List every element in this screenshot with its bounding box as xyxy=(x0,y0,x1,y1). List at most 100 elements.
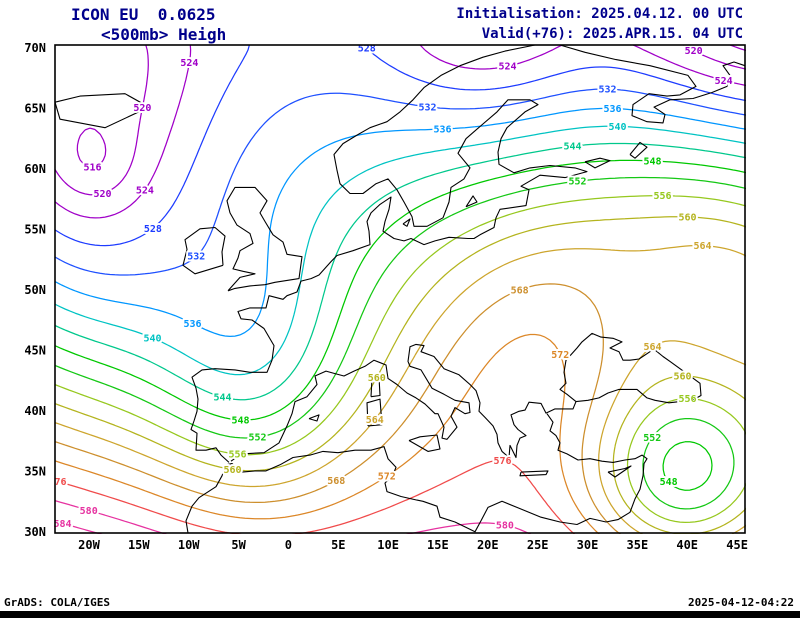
lon-tick-label: 15E xyxy=(427,538,449,552)
contour-label-556: 556 xyxy=(678,394,696,405)
contour-label-552: 552 xyxy=(568,177,586,188)
lat-tick-label: 45N xyxy=(24,344,46,358)
contour-line-520 xyxy=(54,44,746,196)
contour-label-540: 540 xyxy=(143,333,161,344)
coastlines xyxy=(54,44,746,534)
contour-label-524: 524 xyxy=(136,185,154,196)
contour-label-520: 520 xyxy=(93,189,111,200)
coastline xyxy=(226,186,303,292)
contour-label-544: 544 xyxy=(213,393,231,404)
coastline xyxy=(308,414,320,422)
contour-label-560: 560 xyxy=(368,373,386,384)
lon-tick-label: 15W xyxy=(128,538,150,552)
lat-tick-label: 30N xyxy=(24,525,46,539)
lat-tick-label: 35N xyxy=(24,465,46,479)
contour-label-560: 560 xyxy=(678,212,696,223)
contour-label-528: 528 xyxy=(358,43,376,54)
lon-tick-label: 25E xyxy=(527,538,549,552)
contour-label-540: 540 xyxy=(608,122,626,133)
coastline xyxy=(185,413,648,534)
contour-line-556 xyxy=(54,195,746,524)
contour-label-548: 548 xyxy=(643,156,661,167)
contour-label-572: 572 xyxy=(378,472,396,483)
coastline xyxy=(190,44,588,463)
lon-tick-label: 30E xyxy=(577,538,599,552)
contour-label-544: 544 xyxy=(563,142,581,153)
contour-line-564 xyxy=(54,244,746,534)
contour-label-576: 576 xyxy=(48,477,66,488)
contour-label-552: 552 xyxy=(248,433,266,444)
contour-label-564: 564 xyxy=(643,342,661,353)
contour-label-532: 532 xyxy=(418,102,436,113)
contour-line-540 xyxy=(54,125,746,376)
lat-tick-label: 65N xyxy=(24,102,46,116)
contour-label-556: 556 xyxy=(228,450,246,461)
contour-line-552 xyxy=(54,176,746,510)
model-title: ICON EU 0.0625 xyxy=(71,5,216,24)
contour-label-528: 528 xyxy=(144,224,162,235)
lon-tick-label: 45E xyxy=(726,538,748,552)
lat-tick-label: 60N xyxy=(24,162,46,176)
contour-label-548: 548 xyxy=(231,416,249,427)
creation-timestamp: 2025-04-12-04:22 xyxy=(688,596,794,609)
level-title: <500mb> Heigh xyxy=(101,25,227,44)
grads-credit: GrADS: COLA/IGES xyxy=(4,596,110,609)
coastline xyxy=(402,218,411,227)
lat-axis-labels: 70N 65N 60N 55N 50N 45N 40N 35N 30N xyxy=(24,41,46,539)
contour-line-548 xyxy=(54,159,746,491)
contour-line-584 xyxy=(54,520,103,534)
contour-label-580: 580 xyxy=(496,521,514,532)
contour-line-580 xyxy=(54,500,532,534)
map-frame xyxy=(54,44,746,534)
coastline xyxy=(182,226,226,275)
coastline xyxy=(370,376,381,398)
contour-label-564: 564 xyxy=(693,241,711,252)
contour-labels: 516 520 520 520 524 524 524 524 528 528 532 532 532 5… xyxy=(48,43,735,534)
coastline xyxy=(584,157,611,169)
contour-label-520: 520 xyxy=(133,103,151,114)
contour-label-560: 560 xyxy=(223,465,241,476)
contour-line-544 xyxy=(54,142,746,401)
lat-tick-label: 55N xyxy=(24,223,46,237)
contour-label-560: 560 xyxy=(673,372,691,383)
map-area: 516 520 520 520 524 524 524 524 528 528 532 532 532 5… xyxy=(24,41,748,552)
lon-tick-label: 20W xyxy=(78,538,100,552)
contour-line-528 xyxy=(54,44,746,247)
coastline xyxy=(230,332,702,462)
contour-label-524: 524 xyxy=(715,76,733,87)
coastline xyxy=(629,141,648,159)
coastline xyxy=(607,465,632,478)
contour-line-560 xyxy=(54,216,746,534)
coastline xyxy=(559,44,746,124)
valid-time-label: Valid(+76): 2025.APR.15. 04 UTC xyxy=(481,26,743,42)
init-time-label: Initialisation: 2025.04.12. 00 UTC xyxy=(456,6,743,22)
lat-tick-label: 50N xyxy=(24,283,46,297)
lon-axis-labels: 20W 15W 10W 5W 0 5E 10E 15E 20E 25E 30E 35E 40E 45E xyxy=(78,538,748,552)
lat-tick-label: 70N xyxy=(24,41,46,55)
lat-tick-label: 40N xyxy=(24,404,46,418)
contour-label-524: 524 xyxy=(180,58,198,69)
contour-label-536: 536 xyxy=(433,125,451,136)
contour-line-536 xyxy=(54,107,746,338)
contour-label-536: 536 xyxy=(603,104,621,115)
bottom-black-bar xyxy=(0,611,800,618)
lon-tick-label: 10W xyxy=(178,538,200,552)
contour-label-524: 524 xyxy=(498,62,516,73)
coastline xyxy=(465,195,478,208)
contour-label-552: 552 xyxy=(643,433,661,444)
contour-label-580: 580 xyxy=(80,506,98,517)
lon-tick-label: 0 xyxy=(285,538,292,552)
contour-line-524 xyxy=(54,44,746,219)
contour-label-532: 532 xyxy=(598,85,616,96)
coastline xyxy=(519,470,549,477)
coastline xyxy=(366,398,383,427)
contour-label-556: 556 xyxy=(653,191,671,202)
contour-label-564: 564 xyxy=(366,415,384,426)
coastline xyxy=(408,434,441,452)
lon-tick-label: 20E xyxy=(477,538,499,552)
contour-label-520: 520 xyxy=(685,46,703,57)
contour-label-568: 568 xyxy=(511,285,529,296)
contour-label-572: 572 xyxy=(551,350,569,361)
contour-label-576: 576 xyxy=(493,456,511,467)
